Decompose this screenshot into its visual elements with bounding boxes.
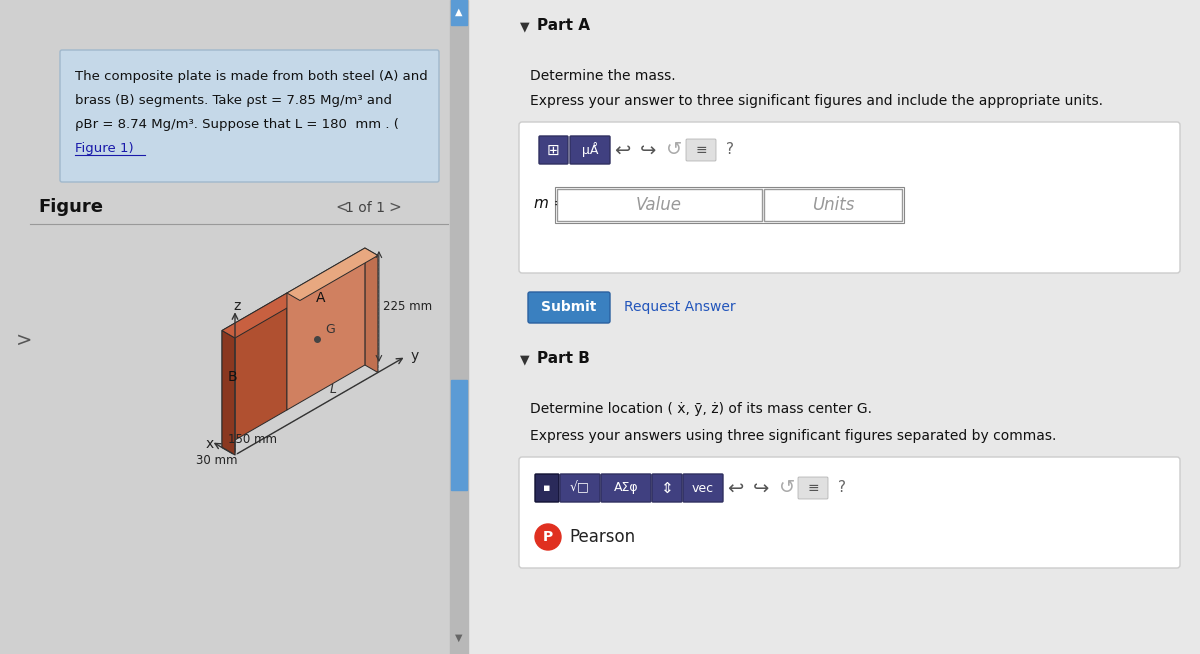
Text: ?: ? — [838, 481, 846, 496]
Text: Value: Value — [636, 196, 682, 214]
Text: ▪: ▪ — [544, 483, 551, 493]
Text: 225 mm: 225 mm — [383, 300, 432, 313]
Text: ?: ? — [726, 143, 734, 158]
Text: >: > — [389, 200, 401, 215]
Bar — [451, 380, 467, 490]
FancyBboxPatch shape — [652, 474, 682, 502]
FancyBboxPatch shape — [528, 292, 610, 323]
Text: Part A: Part A — [538, 18, 590, 33]
Text: Express your answers using three significant figures separated by commas.: Express your answers using three signifi… — [530, 429, 1056, 443]
Text: Determine location ( ẋ, ȳ, ż) of its mass center G.: Determine location ( ẋ, ȳ, ż) of its mas… — [530, 402, 872, 416]
Polygon shape — [365, 248, 378, 373]
Text: ▲: ▲ — [455, 7, 463, 17]
Text: x: x — [206, 436, 215, 451]
FancyBboxPatch shape — [560, 474, 600, 502]
Polygon shape — [222, 330, 235, 455]
Text: ↺: ↺ — [779, 479, 796, 498]
Text: ≡: ≡ — [695, 143, 707, 157]
Text: ↪: ↪ — [752, 479, 769, 498]
Text: Submit: Submit — [541, 300, 596, 314]
FancyBboxPatch shape — [570, 136, 610, 164]
FancyBboxPatch shape — [601, 474, 650, 502]
Polygon shape — [222, 293, 300, 338]
Circle shape — [535, 524, 562, 550]
Text: ↺: ↺ — [666, 141, 682, 160]
Text: L: L — [330, 383, 337, 396]
Text: y: y — [410, 349, 419, 363]
Bar — [0, 0, 460, 654]
Text: 30 mm: 30 mm — [196, 455, 238, 467]
Bar — [554, 187, 904, 223]
Text: ≡: ≡ — [808, 481, 818, 495]
Polygon shape — [222, 293, 287, 447]
Text: A: A — [316, 291, 325, 305]
Text: brass (B) segments. Take ρst = 7.85 Mg/m³ and: brass (B) segments. Take ρst = 7.85 Mg/m… — [74, 94, 392, 107]
Text: Request Answer: Request Answer — [624, 300, 736, 314]
Bar — [764, 189, 902, 221]
Text: The composite plate is made from both steel (A) and: The composite plate is made from both st… — [74, 70, 427, 83]
Text: >: > — [16, 330, 32, 349]
Text: AΣφ: AΣφ — [613, 481, 638, 494]
FancyBboxPatch shape — [683, 474, 722, 502]
Text: G: G — [325, 324, 335, 336]
Text: ↩: ↩ — [727, 479, 743, 498]
Text: Units: Units — [812, 196, 854, 214]
Polygon shape — [287, 248, 378, 300]
Text: ρBr = 8.74 Mg/m³. Suppose that L = 180  mm . (: ρBr = 8.74 Mg/m³. Suppose that L = 180 m… — [74, 118, 398, 131]
FancyBboxPatch shape — [686, 139, 716, 161]
Text: √□: √□ — [570, 481, 590, 494]
Text: m =: m = — [534, 196, 566, 211]
Text: ⊞: ⊞ — [547, 143, 559, 158]
Bar — [468, 0, 1200, 654]
Text: 150 mm: 150 mm — [228, 433, 277, 446]
FancyBboxPatch shape — [535, 474, 559, 502]
FancyBboxPatch shape — [520, 457, 1180, 568]
Bar — [557, 189, 762, 221]
Text: Express your answer to three significant figures and include the appropriate uni: Express your answer to three significant… — [530, 94, 1103, 108]
Text: z: z — [233, 299, 241, 313]
Text: <: < — [336, 200, 348, 215]
Text: Figure 1): Figure 1) — [74, 142, 133, 155]
Text: ▼: ▼ — [520, 20, 529, 33]
Text: Figure: Figure — [38, 198, 103, 216]
FancyBboxPatch shape — [520, 122, 1180, 273]
Text: ▼: ▼ — [455, 633, 463, 643]
Text: Part B: Part B — [538, 351, 590, 366]
Text: Pearson: Pearson — [569, 528, 635, 546]
FancyBboxPatch shape — [798, 477, 828, 499]
Text: P: P — [542, 530, 553, 544]
Bar — [451, 0, 467, 25]
Text: 1 of 1: 1 of 1 — [346, 201, 385, 215]
Text: ⇕: ⇕ — [661, 481, 673, 496]
Bar — [450, 0, 468, 654]
FancyBboxPatch shape — [539, 136, 568, 164]
Text: ↩: ↩ — [614, 141, 630, 160]
Polygon shape — [287, 248, 365, 410]
Text: ↪: ↪ — [640, 141, 656, 160]
Text: μÅ: μÅ — [582, 143, 598, 158]
Text: vec: vec — [692, 481, 714, 494]
Text: ▼: ▼ — [520, 353, 529, 366]
FancyBboxPatch shape — [60, 50, 439, 182]
Text: B: B — [228, 370, 238, 384]
Text: Determine the mass.: Determine the mass. — [530, 69, 676, 83]
